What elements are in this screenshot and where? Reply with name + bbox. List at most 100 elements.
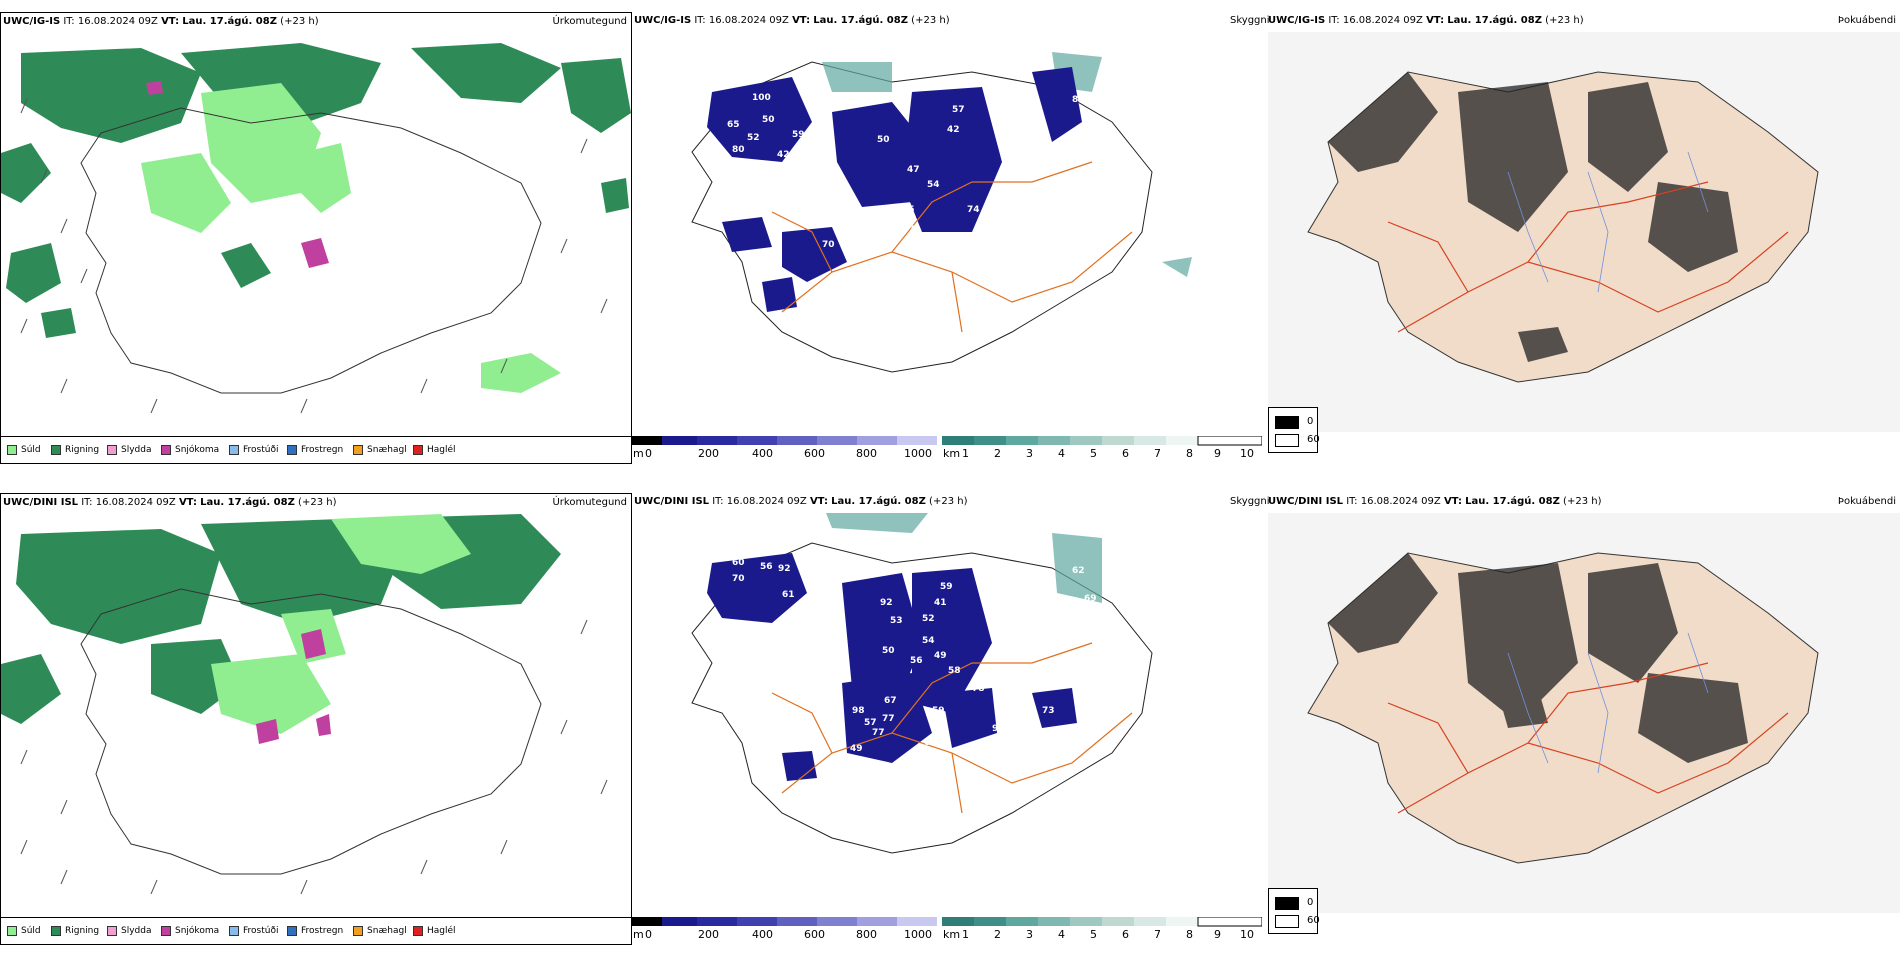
fog-legend-light (1275, 434, 1299, 447)
cloud-label: 59 (792, 130, 805, 140)
scale-tick: 200 (698, 928, 719, 941)
scale-tick: 1 (962, 928, 969, 941)
cloud-label: 58 (948, 666, 961, 676)
visibility-scale-bar (942, 917, 1262, 927)
panel-header: UWC/DINI ISL IT: 16.08.2024 09Z VT: Lau.… (634, 496, 967, 507)
cloud-label: 42 (777, 150, 790, 160)
cloud-label: 92 (778, 564, 791, 574)
cloud-label: 97 (902, 225, 915, 235)
scale-tick: 800 (856, 447, 877, 460)
legend-swatch (413, 445, 423, 455)
lead-time: (+23 h) (1563, 496, 1602, 507)
cloud-label: 106 (792, 200, 811, 210)
legend-swatch (229, 445, 239, 455)
vt-label: VT: (161, 16, 180, 27)
scale-tick: 8 (1186, 447, 1193, 460)
cloud-label: 78 (972, 684, 985, 694)
scale-tick: 0 (645, 928, 652, 941)
legend-swatch (7, 926, 17, 936)
legend-swatch (161, 445, 171, 455)
cloud-label: 42 (947, 125, 960, 135)
scale-tick: 600 (804, 447, 825, 460)
cloud-label: 83 (1072, 95, 1085, 105)
cloud-label: 65 (727, 120, 740, 130)
lead-time: (+23 h) (929, 496, 968, 507)
legend-item: Frostúði (229, 926, 278, 936)
cloud-label: 70 (732, 574, 745, 584)
visibility-scale-bar (942, 436, 1262, 446)
cloud-label: 50 (1037, 571, 1050, 581)
snow-areas (256, 629, 331, 744)
model-name: UWC/IG-IS (634, 15, 692, 26)
model-name: UWC/DINI ISL (1268, 496, 1344, 507)
lead-time: (+23 h) (911, 15, 950, 26)
legend-swatch (161, 926, 171, 936)
fog-legend: 0 60 (1268, 407, 1320, 453)
cloud-label: 98 (852, 706, 865, 716)
rain-areas (1, 514, 561, 724)
iceland-land (1307, 552, 1819, 864)
precip-legend: Súld Rigning Slydda Snjókoma Frostúði Fr… (1, 917, 631, 944)
cloud-label: 52 (922, 614, 935, 624)
low-visibility-areas (826, 513, 1102, 603)
init-time: IT: 16.08.2024 09Z (81, 497, 176, 508)
snow-areas (146, 81, 329, 268)
cloud-visibility-panel: UWC/DINI ISL IT: 16.08.2024 09Z VT: Lau.… (632, 493, 1272, 945)
cloud-label: 69 (1084, 606, 1097, 616)
cloud-label: 76 (1042, 230, 1055, 240)
cloud-label: 61 (782, 590, 795, 600)
fog-dark-areas (1328, 553, 1748, 763)
cloud-label: 69 (1084, 594, 1097, 604)
cloud-map: 100 50 80 65 52 59 42 50 42 57 83 63 47 … (691, 52, 1192, 373)
cloud-label: 57 (952, 105, 965, 115)
cloud-label: 49 (850, 744, 863, 754)
visibility-scale: km 1 2 3 4 5 6 7 8 9 10 (942, 436, 1262, 460)
cloud-label: 47 (907, 165, 920, 175)
cloud-label: 97 (1010, 267, 1023, 277)
cloud-base-scale: m 0 200 400 600 800 1000 (632, 436, 937, 460)
lead-time: (+23 h) (280, 16, 319, 27)
rivers (1507, 632, 1709, 774)
scale-tick: 3 (1026, 928, 1033, 941)
panel-header: UWC/IG-IS IT: 16.08.2024 09Z VT: Lau. 17… (634, 15, 950, 26)
cloud-label: 100 (752, 93, 771, 103)
legend-label: Haglél (427, 445, 456, 455)
cloud-label: 50 (762, 115, 775, 125)
scale-tick: 7 (1154, 928, 1161, 941)
cloud-label: 56 (887, 260, 900, 270)
scale-tick: 6 (1122, 447, 1129, 460)
model-name: UWC/DINI ISL (634, 496, 710, 507)
panel-title: Þokuábendi (1837, 15, 1896, 26)
legend-label: Snjókoma (175, 445, 220, 455)
precip-map (1, 514, 608, 895)
visibility-scale-unit: km (943, 447, 961, 460)
cloud-label: 92 (992, 724, 1005, 734)
scale-tick: 9 (1214, 928, 1221, 941)
model-name: UWC/IG-IS (3, 16, 61, 27)
model-name: UWC/IG-IS (1268, 15, 1326, 26)
cloud-label: 74 (967, 205, 980, 215)
model-row-dini: UWC/DINI ISL IT: 16.08.2024 09Z VT: Lau.… (0, 493, 1900, 953)
legend-swatch (229, 926, 239, 936)
legend-label: Frostúði (243, 926, 279, 936)
cloud-label: 59 (932, 706, 945, 716)
legend-item: Frostregn (287, 445, 343, 455)
vt-label: VT: (1443, 496, 1462, 507)
cloud-base-areas (707, 553, 1077, 781)
scale-tick: 7 (1154, 447, 1161, 460)
iceland-land (1307, 71, 1819, 383)
legend-swatch (287, 445, 297, 455)
legend-item: Snæhagl (353, 445, 407, 455)
fog-legend-dark (1275, 416, 1299, 429)
fog-legend-light (1275, 915, 1299, 928)
cloud-base-areas (707, 67, 1082, 312)
legend-label: Súld (21, 445, 41, 455)
legend-label: Rigning (65, 926, 100, 936)
legend-label: Snæhagl (367, 926, 407, 936)
cloud-label: 120 (744, 546, 763, 556)
legend-label: Rigning (65, 445, 100, 455)
valid-time: Lau. 17.ágú. 08Z (831, 496, 926, 507)
precip-map (1, 43, 631, 414)
cloud-label: 50 (877, 135, 890, 145)
fog-legend: 0 60 (1268, 888, 1320, 934)
